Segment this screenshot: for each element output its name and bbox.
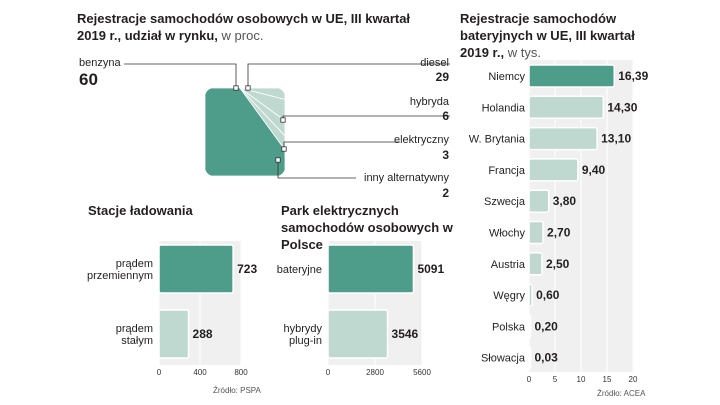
- category-label: Niemcy: [488, 71, 525, 83]
- pie-leader-marker-4: [275, 157, 281, 163]
- pie-label-benzyna: benzyna: [79, 57, 121, 69]
- source-pspa: Źródło: PSPA: [213, 386, 261, 395]
- category-label: plug-in: [289, 335, 322, 347]
- pie-title-text: Rejestracje samochodów osobowych w UE, I…: [77, 11, 411, 43]
- stations-chart: 0 400 800723prądemprzemiennym288prądemstał…: [87, 241, 257, 377]
- bar: [528, 252, 543, 276]
- pie-value-hybryda: 6: [442, 109, 449, 123]
- bar: [528, 64, 615, 88]
- park-title: Park elektrycznych samochodów osobowych …: [281, 203, 453, 252]
- tick-label: 0: [157, 368, 162, 377]
- category-label: Austria: [491, 259, 526, 271]
- tick-label: 800: [234, 368, 248, 377]
- value-label: 5091: [417, 262, 444, 276]
- tick-label: 5600: [413, 368, 431, 377]
- category-label: Francja: [488, 165, 526, 177]
- pie-leader-0: [124, 63, 237, 88]
- pie-leader-1: [247, 63, 450, 88]
- value-label: 3,80: [553, 194, 577, 208]
- pie-value-inny: 2: [442, 186, 449, 200]
- tick-label: 15: [603, 375, 612, 384]
- value-label: 14,30: [607, 100, 637, 114]
- bar: [158, 244, 234, 294]
- bar: [528, 314, 532, 339]
- value-label: 13,10: [601, 132, 631, 146]
- pie-leader-3: [283, 141, 400, 149]
- value-label: 2,70: [547, 226, 571, 240]
- category-label: Włochy: [489, 228, 526, 240]
- bev-title: Rejestracje samochodów bateryjnych w UE,…: [460, 10, 660, 61]
- pie-label-inny: inny alternatywny: [364, 172, 449, 184]
- bev-title-unit: w tys.: [507, 45, 541, 60]
- pie-leader-marker-1: [245, 85, 251, 91]
- pie-value-diesel: 29: [435, 70, 449, 84]
- category-label: Polska: [492, 321, 526, 333]
- tick-label: 2800: [366, 368, 384, 377]
- bar: [528, 126, 598, 151]
- tick-label: 0: [527, 375, 532, 384]
- category-label: stałym: [121, 335, 153, 347]
- value-label: 9,40: [582, 163, 606, 177]
- value-label: 3546: [392, 327, 419, 341]
- pie-label-elektryczny: elektryczny: [393, 134, 449, 146]
- pie-leader-marker-3: [281, 146, 287, 152]
- category-label: prądem: [116, 323, 153, 335]
- tick-label: 20: [629, 375, 638, 384]
- category-label: hybrydy: [283, 323, 322, 335]
- bar: [528, 220, 544, 245]
- tick-label: 0: [326, 368, 331, 377]
- tick-label: 400: [193, 368, 207, 377]
- category-label: prądem: [116, 258, 153, 270]
- pie-value-elektryczny: 3: [442, 148, 449, 162]
- bar: [528, 345, 532, 370]
- category-label: Holandia: [482, 102, 526, 114]
- pie-label-diesel: diesel: [420, 57, 449, 69]
- pie-label-hybryda: hybryda: [409, 96, 449, 108]
- bar: [528, 283, 533, 307]
- value-label: 0,03: [535, 351, 559, 365]
- category-label: W. Brytania: [469, 134, 526, 146]
- bar: [528, 189, 550, 213]
- bar: [158, 309, 190, 359]
- pie-leader-4: [277, 160, 356, 179]
- pie-chart: [124, 63, 450, 179]
- value-label: 288: [193, 327, 213, 341]
- bar: [528, 158, 579, 182]
- value-label: 0,20: [535, 319, 559, 333]
- category-label: Słowacja: [481, 353, 526, 365]
- pie-title-unit: w proc.: [221, 28, 264, 43]
- pie-leader-2: [282, 115, 450, 120]
- value-label: 16,39: [618, 69, 648, 83]
- pie-leader-marker-2: [280, 117, 286, 123]
- pie-leader-marker-0: [233, 85, 239, 91]
- value-label: 723: [237, 262, 257, 276]
- category-label: Węgry: [493, 290, 525, 302]
- category-label: bateryjne: [277, 264, 322, 276]
- value-label: 0,60: [536, 288, 560, 302]
- category-label: Szwecja: [484, 196, 526, 208]
- category-label: przemiennym: [87, 270, 153, 282]
- bev-title-text: Rejestracje samochodów bateryjnych w UE,…: [460, 11, 635, 60]
- stations-title: Stacje ładowania: [88, 203, 193, 218]
- tick-label: 10: [577, 375, 586, 384]
- bar: [327, 309, 389, 359]
- source-acea: Źródło: ACEA: [597, 389, 646, 398]
- bar: [528, 95, 605, 120]
- pie-slice-4: [239, 88, 285, 152]
- value-label: 2,50: [546, 257, 570, 271]
- pie-title: Rejestracje samochodów osobowych w UE, I…: [77, 10, 437, 44]
- tick-label: 5: [553, 375, 558, 384]
- pie-slices: [205, 88, 285, 176]
- bar: [327, 244, 415, 294]
- bev-chart: 0 5 10 15 20 16,39 Niemcy 14,30 Holandia 13,10 W. …: [469, 60, 649, 384]
- pie-value-benzyna: 60: [79, 70, 98, 89]
